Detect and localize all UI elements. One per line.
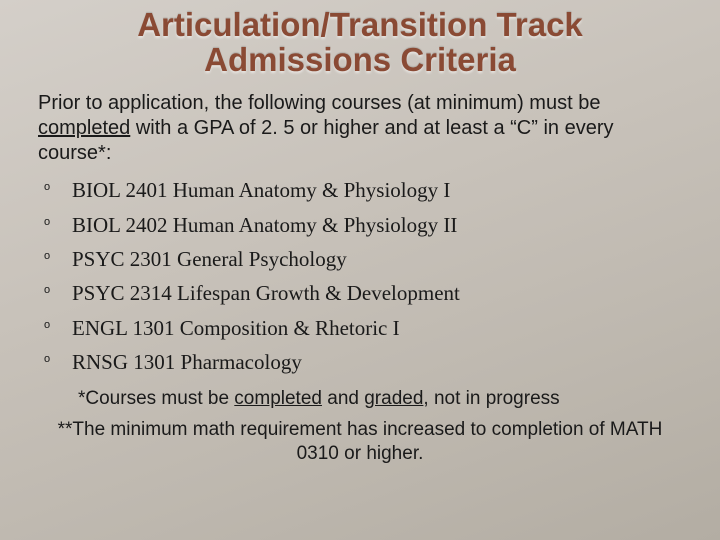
- footnote-2: **The minimum math requirement has incre…: [42, 418, 678, 466]
- list-item: o BIOL 2401 Human Anatomy & Physiology I: [38, 176, 682, 204]
- list-item: o PSYC 2314 Lifespan Growth & Developmen…: [38, 279, 682, 307]
- bullet-icon: o: [44, 352, 50, 367]
- list-item: o ENGL 1301 Composition & Rhetoric I: [38, 314, 682, 342]
- list-item: o BIOL 2402 Human Anatomy & Physiology I…: [38, 211, 682, 239]
- note1-u1: completed: [234, 388, 322, 409]
- bullet-icon: o: [44, 249, 50, 264]
- note1-post: , not in progress: [423, 388, 559, 409]
- intro-underlined: completed: [38, 117, 130, 139]
- intro-pre: Prior to application, the following cour…: [38, 92, 600, 114]
- bullet-icon: o: [44, 283, 50, 298]
- course-list: o BIOL 2401 Human Anatomy & Physiology I…: [30, 176, 690, 376]
- course-text: ENGL 1301 Composition & Rhetoric I: [72, 316, 400, 340]
- list-item: o PSYC 2301 General Psychology: [38, 245, 682, 273]
- list-item: o RNSG 1301 Pharmacology: [38, 348, 682, 376]
- bullet-icon: o: [44, 318, 50, 333]
- note1-pre: *Courses must be: [78, 388, 234, 409]
- title-line1: Articulation/Transition Track: [137, 6, 583, 43]
- slide-title: Articulation/Transition Track Admissions…: [30, 8, 690, 77]
- bullet-icon: o: [44, 215, 50, 230]
- course-text: PSYC 2301 General Psychology: [72, 247, 347, 271]
- title-line2: Admissions Criteria: [204, 41, 516, 78]
- course-text: BIOL 2401 Human Anatomy & Physiology I: [72, 178, 450, 202]
- intro-paragraph: Prior to application, the following cour…: [38, 91, 682, 166]
- bullet-icon: o: [44, 180, 50, 195]
- course-text: RNSG 1301 Pharmacology: [72, 350, 302, 374]
- note1-mid: and: [322, 388, 364, 409]
- course-text: BIOL 2402 Human Anatomy & Physiology II: [72, 213, 457, 237]
- course-text: PSYC 2314 Lifespan Growth & Development: [72, 281, 460, 305]
- note1-u2: graded: [364, 388, 423, 409]
- footnote-1: *Courses must be completed and graded, n…: [78, 388, 682, 410]
- slide-container: Articulation/Transition Track Admissions…: [0, 0, 720, 540]
